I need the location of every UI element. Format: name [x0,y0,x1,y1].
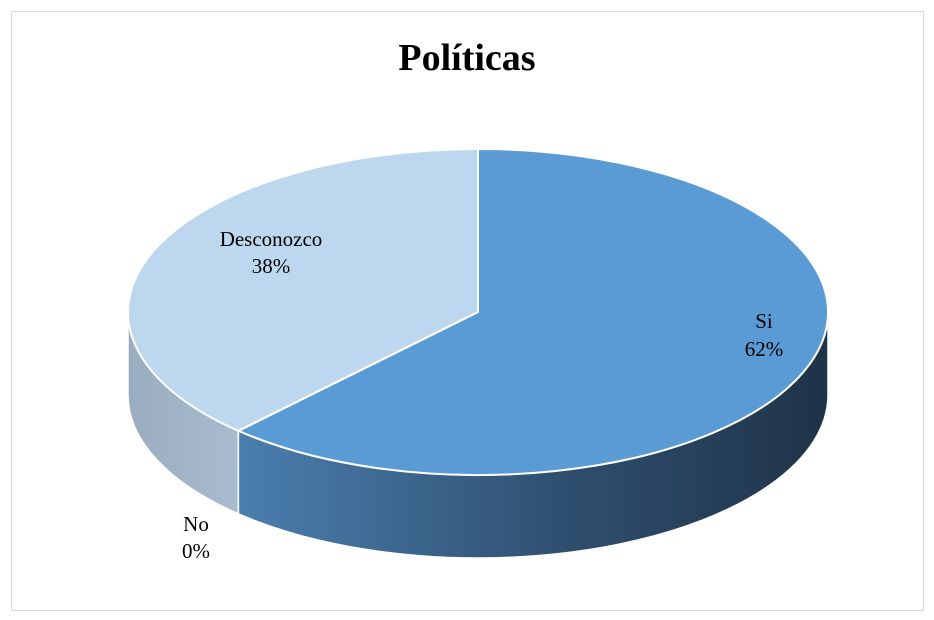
data-label-desconozco-name: Desconozco [220,227,323,251]
data-label-desconozco-value: 38% [252,254,291,278]
data-label-si-name: Si [755,309,773,333]
chart-title: Políticas [398,37,536,79]
slice-desconozco[interactable] [127,147,479,432]
data-label-si-value: 62% [745,337,784,361]
slice-si[interactable] [236,147,829,476]
slice-no[interactable] [237,311,479,432]
data-label-no-value: 0% [182,539,210,563]
data-label-no-name: No [183,512,209,536]
